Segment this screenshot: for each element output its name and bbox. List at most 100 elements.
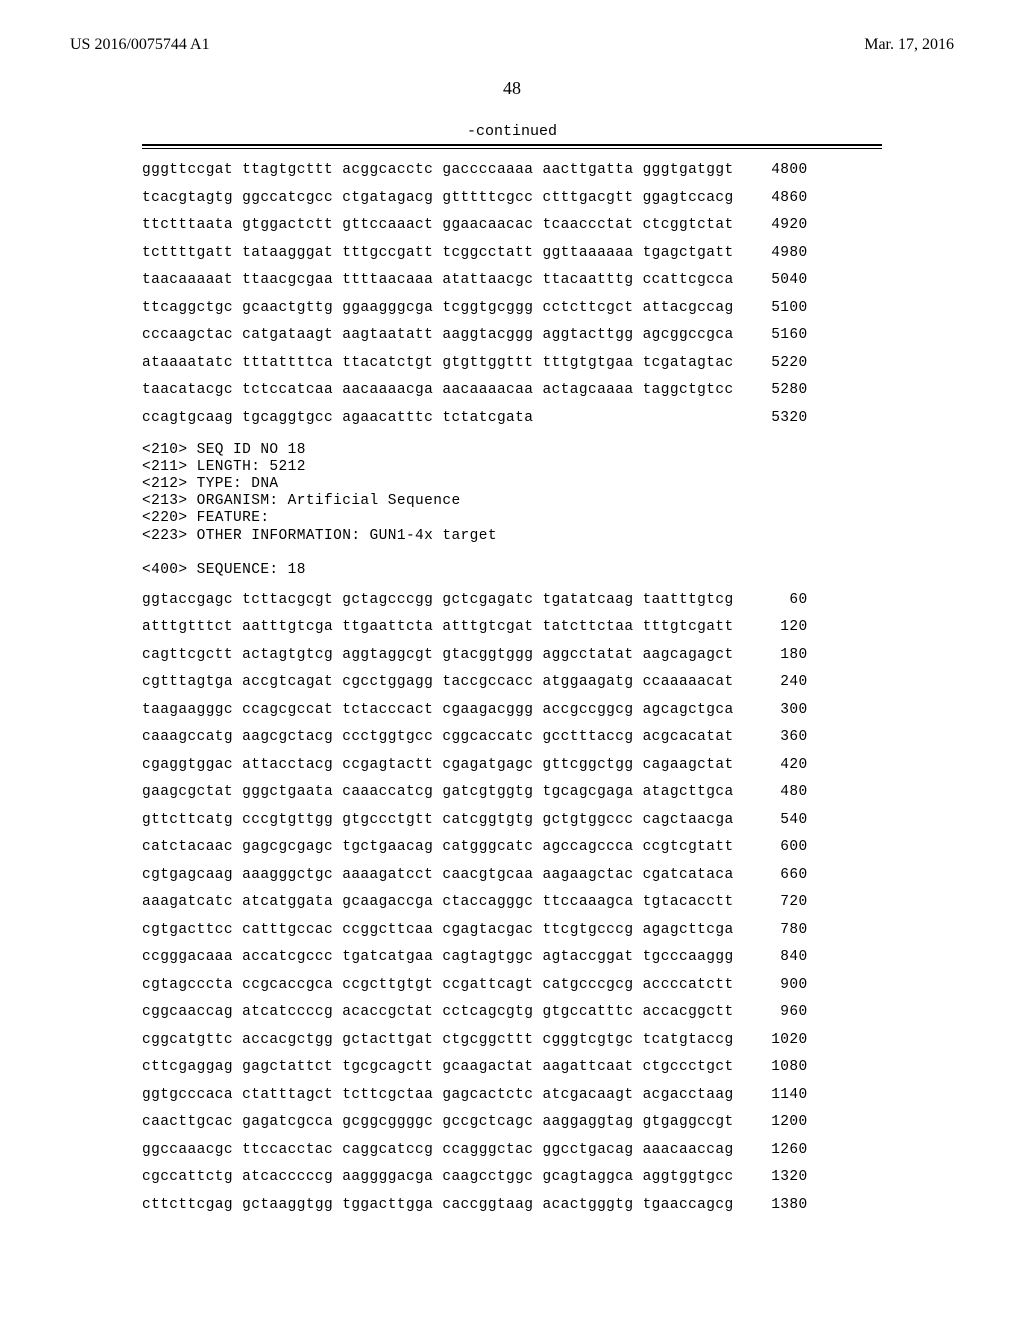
sequence-row: catctacaac gagcgcgagc tgctgaacag catgggc… <box>142 840 808 868</box>
sequence-row: caacttgcac gagatcgcca gcggcggggc gccgctc… <box>142 1115 808 1143</box>
sequence-blocks: taacaaaaat ttaacgcgaa ttttaacaaa atattaa… <box>142 273 762 301</box>
sequence-row: tcttttgatt tataagggat tttgccgatt tcggcct… <box>142 246 808 274</box>
sequence-position: 1320 <box>762 1170 808 1198</box>
sequence-row: cgtgacttcc catttgccac ccggcttcaa cgagtac… <box>142 923 808 951</box>
sequence-blocks: ttctttaata gtggactctt gttccaaact ggaacaa… <box>142 218 762 246</box>
sequence-blocks: cagttcgctt actagtgtcg aggtaggcgt gtacggt… <box>142 648 762 676</box>
sequence-row: taacatacgc tctccatcaa aacaaaacga aacaaaa… <box>142 383 808 411</box>
sequence-position: 720 <box>762 895 808 923</box>
sequence-blocks: caaagccatg aagcgctacg ccctggtgcc cggcacc… <box>142 730 762 758</box>
sequence-row: cgtagcccta ccgcaccgca ccgcttgtgt ccgattc… <box>142 978 808 1006</box>
sequence-row: cgtgagcaag aaagggctgc aaaagatcct caacgtg… <box>142 868 808 896</box>
sequence-row: ataaaatatc tttattttca ttacatctgt gtgttgg… <box>142 356 808 384</box>
sequence-row: taacaaaaat ttaacgcgaa ttttaacaaa atattaa… <box>142 273 808 301</box>
sequence-meta: <210> SEQ ID NO 18 <211> LENGTH: 5212 <2… <box>142 442 882 579</box>
sequence-table-2: ggtaccgagc tcttacgcgt gctagcccgg gctcgag… <box>142 593 808 1226</box>
sequence-row: cgaggtggac attacctacg ccgagtactt cgagatg… <box>142 758 808 786</box>
sequence-position: 1140 <box>762 1088 808 1116</box>
sequence-blocks: tcttttgatt tataagggat tttgccgatt tcggcct… <box>142 246 762 274</box>
sequence-blocks: cggcaaccag atcatccccg acaccgctat cctcagc… <box>142 1005 762 1033</box>
sequence-position: 300 <box>762 703 808 731</box>
sequence-position: 240 <box>762 675 808 703</box>
sequence-position: 420 <box>762 758 808 786</box>
sequence-position: 360 <box>762 730 808 758</box>
sequence-row: gggttccgat ttagtgcttt acggcacctc gacccca… <box>142 163 808 191</box>
sequence-row: caaagccatg aagcgctacg ccctggtgcc cggcacc… <box>142 730 808 758</box>
sequence-position: 1260 <box>762 1143 808 1171</box>
sequence-blocks: taagaagggc ccagcgccat tctacccact cgaagac… <box>142 703 762 731</box>
sequence-position: 840 <box>762 950 808 978</box>
sequence-blocks: cgaggtggac attacctacg ccgagtactt cgagatg… <box>142 758 762 786</box>
sequence-blocks: catctacaac gagcgcgagc tgctgaacag catgggc… <box>142 840 762 868</box>
sequence-position: 4920 <box>762 218 808 246</box>
sequence-row: ccagtgcaag tgcaggtgcc agaacatttc tctatcg… <box>142 411 808 439</box>
sequence-position: 5040 <box>762 273 808 301</box>
sequence-blocks: cgtgagcaag aaagggctgc aaaagatcct caacgtg… <box>142 868 762 896</box>
sequence-position: 180 <box>762 648 808 676</box>
sequence-blocks: cgtgacttcc catttgccac ccggcttcaa cgagtac… <box>142 923 762 951</box>
sequence-blocks: tcacgtagtg ggccatcgcc ctgatagacg gtttttc… <box>142 191 762 219</box>
sequence-row: taagaagggc ccagcgccat tctacccact cgaagac… <box>142 703 808 731</box>
sequence-position: 5100 <box>762 301 808 329</box>
header-row: US 2016/0075744 A1 Mar. 17, 2016 <box>70 36 954 54</box>
sequence-position: 900 <box>762 978 808 1006</box>
sequence-position: 1380 <box>762 1198 808 1226</box>
sequence-row: tcacgtagtg ggccatcgcc ctgatagacg gtttttc… <box>142 191 808 219</box>
sequence-blocks: ataaaatatc tttattttca ttacatctgt gtgttgg… <box>142 356 762 384</box>
sequence-blocks: ccagtgcaag tgcaggtgcc agaacatttc tctatcg… <box>142 411 762 439</box>
sequence-blocks: aaagatcatc atcatggata gcaagaccga ctaccag… <box>142 895 762 923</box>
sequence-row: cggcatgttc accacgctgg gctacttgat ctgcggc… <box>142 1033 808 1061</box>
sequence-position: 960 <box>762 1005 808 1033</box>
rule-top <box>142 144 882 146</box>
sequence-row: cagttcgctt actagtgtcg aggtaggcgt gtacggt… <box>142 648 808 676</box>
sequence-table-1: gggttccgat ttagtgcttt acggcacctc gacccca… <box>142 163 808 438</box>
sequence-blocks: ttcaggctgc gcaactgttg ggaagggcga tcggtgc… <box>142 301 762 329</box>
sequence-row: cccaagctac catgataagt aagtaatatt aaggtac… <box>142 328 808 356</box>
sequence-blocks: gggttccgat ttagtgcttt acggcacctc gacccca… <box>142 163 762 191</box>
issue-date: Mar. 17, 2016 <box>864 36 954 54</box>
publication-number: US 2016/0075744 A1 <box>70 36 210 54</box>
sequence-blocks: caacttgcac gagatcgcca gcggcggggc gccgctc… <box>142 1115 762 1143</box>
sequence-row: cgccattctg atcacccccg aaggggacga caagcct… <box>142 1170 808 1198</box>
sequence-blocks: cgccattctg atcacccccg aaggggacga caagcct… <box>142 1170 762 1198</box>
continued-label: -continued <box>70 123 954 140</box>
sequence-position: 1080 <box>762 1060 808 1088</box>
sequence-blocks: atttgtttct aatttgtcga ttgaattcta atttgtc… <box>142 620 762 648</box>
sequence-blocks: ggtgcccaca ctatttagct tcttcgctaa gagcact… <box>142 1088 762 1116</box>
sequence-position: 1200 <box>762 1115 808 1143</box>
sequence-blocks: cccaagctac catgataagt aagtaatatt aaggtac… <box>142 328 762 356</box>
sequence-position: 5220 <box>762 356 808 384</box>
sequence-position: 600 <box>762 840 808 868</box>
sequence-position: 120 <box>762 620 808 648</box>
sequence-row: ttctttaata gtggactctt gttccaaact ggaacaa… <box>142 218 808 246</box>
sequence-blocks: cttcgaggag gagctattct tgcgcagctt gcaagac… <box>142 1060 762 1088</box>
sequence-position: 60 <box>762 593 808 621</box>
sequence-position: 5280 <box>762 383 808 411</box>
sequence-blocks: taacatacgc tctccatcaa aacaaaacga aacaaaa… <box>142 383 762 411</box>
sequence-position: 540 <box>762 813 808 841</box>
sequence-position: 780 <box>762 923 808 951</box>
sequence-blocks: ggccaaacgc ttccacctac caggcatccg ccagggc… <box>142 1143 762 1171</box>
sequence-blocks: gttcttcatg cccgtgttgg gtgccctgtt catcggt… <box>142 813 762 841</box>
sequence-blocks: ggtaccgagc tcttacgcgt gctagcccgg gctcgag… <box>142 593 762 621</box>
page-number: 48 <box>70 78 954 99</box>
sequence-listing: gggttccgat ttagtgcttt acggcacctc gacccca… <box>142 144 882 1225</box>
sequence-row: ggtgcccaca ctatttagct tcttcgctaa gagcact… <box>142 1088 808 1116</box>
sequence-position: 1020 <box>762 1033 808 1061</box>
sequence-row: aaagatcatc atcatggata gcaagaccga ctaccag… <box>142 895 808 923</box>
sequence-position: 4980 <box>762 246 808 274</box>
sequence-position: 5160 <box>762 328 808 356</box>
sequence-row: ggtaccgagc tcttacgcgt gctagcccgg gctcgag… <box>142 593 808 621</box>
sequence-row: ttcaggctgc gcaactgttg ggaagggcga tcggtgc… <box>142 301 808 329</box>
sequence-position: 480 <box>762 785 808 813</box>
sequence-position: 4800 <box>762 163 808 191</box>
sequence-row: gttcttcatg cccgtgttgg gtgccctgtt catcggt… <box>142 813 808 841</box>
sequence-row: cttcttcgag gctaaggtgg tggacttgga caccggt… <box>142 1198 808 1226</box>
sequence-blocks: ccgggacaaa accatcgccc tgatcatgaa cagtagt… <box>142 950 762 978</box>
rule-thin <box>142 148 882 149</box>
sequence-blocks: cgtagcccta ccgcaccgca ccgcttgtgt ccgattc… <box>142 978 762 1006</box>
sequence-position: 5320 <box>762 411 808 439</box>
sequence-blocks: cttcttcgag gctaaggtgg tggacttgga caccggt… <box>142 1198 762 1226</box>
sequence-blocks: cgtttagtga accgtcagat cgcctggagg taccgcc… <box>142 675 762 703</box>
sequence-row: cggcaaccag atcatccccg acaccgctat cctcagc… <box>142 1005 808 1033</box>
